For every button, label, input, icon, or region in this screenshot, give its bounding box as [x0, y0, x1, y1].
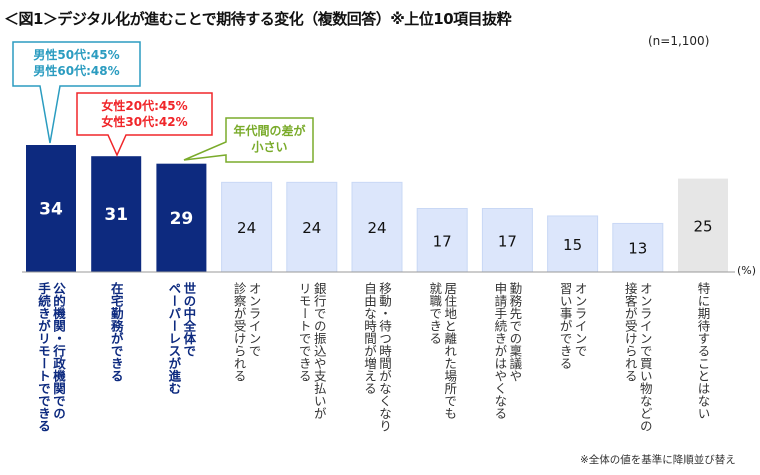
data-label: 17	[498, 232, 517, 250]
category-label: 勤務先での稟議や 申請手続きがはやくなる	[492, 282, 523, 420]
chart-title: ＜図1＞デジタル化が進むことで期待する変化（複数回答）※上位10項目抜粋	[4, 10, 512, 28]
bar	[26, 145, 76, 272]
sample-size: (n=1,100)	[648, 34, 710, 48]
data-label: 24	[237, 219, 256, 237]
data-label: 31	[104, 205, 128, 225]
callout-box	[76, 92, 213, 157]
data-label: 15	[563, 236, 582, 254]
category-label: 在宅勤務ができる	[108, 282, 124, 382]
category-label: 特に期待することはない	[695, 282, 711, 420]
bar	[481, 208, 533, 273]
bar	[547, 215, 599, 273]
bar	[286, 181, 338, 273]
category-label: 移動・待つ時間がなくなり 自由な時間が増える	[362, 282, 392, 432]
y-unit-label: (%)	[737, 264, 757, 277]
category-label: 公的機関・行政機関での 手続きがリモートでできる	[36, 282, 66, 432]
footnote: ※全体の値を基準に降順並び替え	[580, 454, 736, 466]
category-label: オンラインで買い物などの 接客が受けられる	[622, 282, 653, 432]
data-label: 13	[628, 240, 647, 258]
data-label: 34	[39, 200, 63, 220]
bar	[91, 156, 142, 272]
data-label: 24	[302, 219, 321, 237]
data-label: 29	[170, 209, 194, 229]
callout-text: 女性20代:45% 女性30代:42%	[101, 99, 188, 129]
callout-box	[12, 41, 141, 144]
category-label: オンラインで 診察が受けられる	[231, 282, 262, 382]
data-label: 25	[693, 217, 712, 235]
callout-text: 男性50代:45% 男性60代:48%	[33, 48, 120, 78]
data-label: 24	[367, 219, 386, 237]
data-label: 17	[433, 232, 452, 250]
category-label: 銀行での振込や支払いが リモートでできる	[296, 282, 327, 420]
callout-text: 年代間の差が 小さい	[233, 124, 306, 154]
category-label: オンラインで 習い事ができる	[557, 282, 588, 370]
category-label: 居住地と離れた場所でも 就職できる	[427, 282, 458, 420]
bar	[156, 163, 207, 272]
bar	[678, 178, 728, 272]
category-label: 世の中全体で ペーパーレスが進む	[166, 282, 197, 395]
bar	[416, 208, 468, 273]
callout-box	[183, 117, 314, 163]
